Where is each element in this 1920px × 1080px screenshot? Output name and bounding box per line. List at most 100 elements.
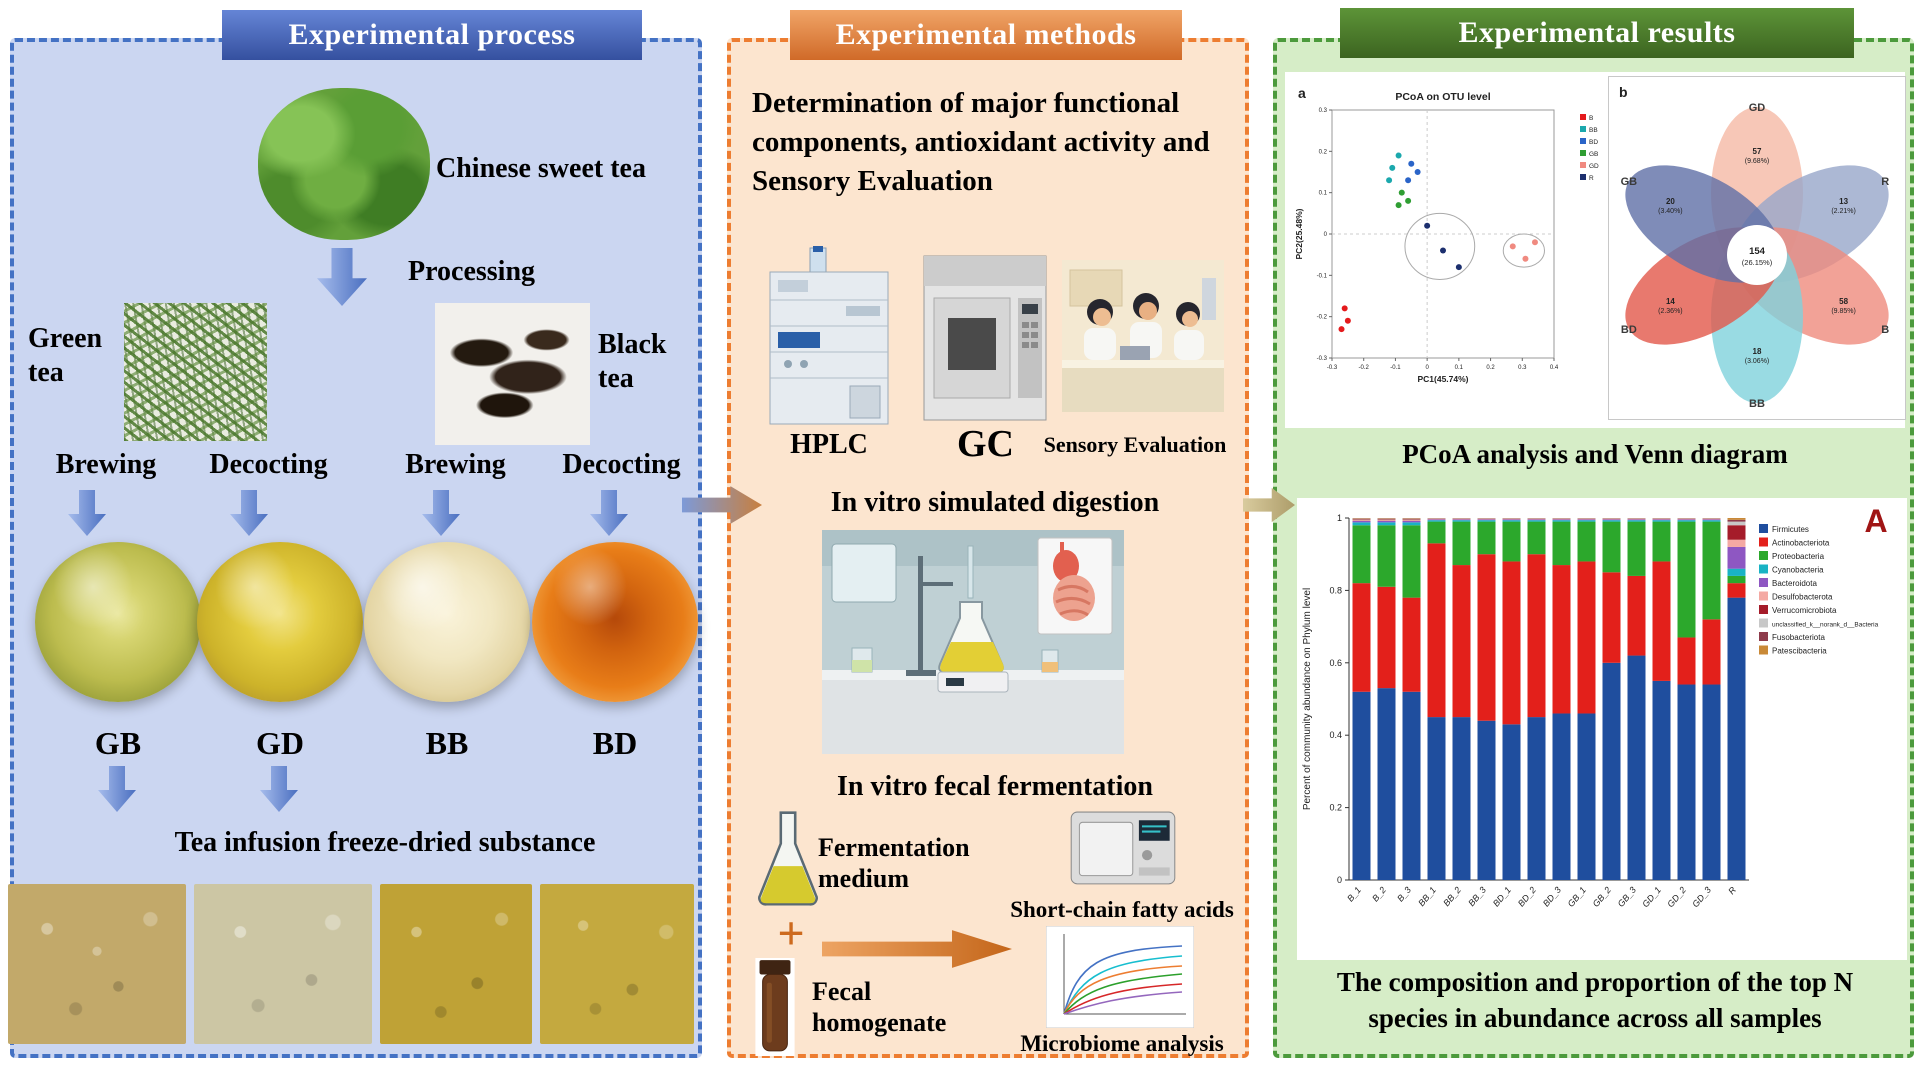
svg-text:Cyanobacteria: Cyanobacteria [1772, 566, 1824, 575]
svg-text:BB_1: BB_1 [1416, 885, 1438, 908]
svg-text:0.2: 0.2 [1319, 149, 1328, 155]
svg-text:GD_2: GD_2 [1665, 885, 1688, 909]
svg-text:BB: BB [1749, 398, 1765, 410]
svg-text:0.1: 0.1 [1455, 365, 1464, 371]
svg-text:BB_3: BB_3 [1466, 885, 1488, 908]
sample-label-gb: GB [94, 725, 142, 761]
step-brewing-green: Brewing [55, 449, 157, 480]
hplc-instrument-illustration [769, 246, 889, 425]
microbiome-analysis-label: Microbiome analysis [1020, 1031, 1224, 1056]
svg-text:Proteobacteria: Proteobacteria [1772, 552, 1825, 561]
venn-flower-diagram: b 57 (9.68%) GD 13 (2.21%) R 58 (9.85%) B 18 (3.06%… [1608, 76, 1906, 420]
freeze-dried-powder-photo-bd [540, 884, 694, 1044]
sample-label-gd: GD [256, 725, 304, 761]
svg-text:BD_2: BD_2 [1516, 885, 1538, 909]
digestion-heading: In vitro simulated digestion [830, 487, 1160, 518]
svg-text:GB_2: GB_2 [1591, 885, 1613, 909]
svg-text:GB_3: GB_3 [1616, 885, 1638, 909]
green-tea-label: Green tea [28, 323, 103, 388]
black-tea-label: Black tea [598, 329, 667, 394]
abundance-chart-box [1297, 498, 1907, 960]
step-decocting-black: Decocting [562, 449, 681, 480]
down-arrow-icon [590, 490, 628, 536]
svg-text:0.4: 0.4 [1550, 365, 1559, 371]
green-tea-photo [124, 303, 267, 441]
pcoa-venn-caption: PCoA analysis and Venn diagram [1402, 439, 1788, 469]
fermentation-medium-label: Fermentation medium [818, 833, 970, 894]
fecal-homogenate-label: Fecal homogenate [812, 977, 947, 1038]
svg-text:R: R [1589, 175, 1594, 182]
svg-text:GB_1: GB_1 [1566, 885, 1588, 909]
svg-text:GB: GB [1589, 151, 1598, 158]
tea-infusion-cup-gb [35, 542, 201, 702]
fermentation-flask-icon [758, 811, 818, 906]
svg-text:58: 58 [1839, 297, 1848, 306]
svg-text:GD_3: GD_3 [1690, 885, 1713, 909]
svg-text:PC2(25.48%): PC2(25.48%) [1294, 208, 1304, 259]
svg-text:18: 18 [1753, 347, 1762, 356]
results-panel-title: Experimental results [1340, 8, 1854, 58]
svg-text:0.8: 0.8 [1329, 585, 1342, 595]
determination-heading: Determination of major functional compon… [752, 87, 1210, 197]
sensory-evaluation-illustration [1062, 260, 1224, 412]
sweet-tea-leaves-photo [258, 88, 430, 240]
svg-text:Verrucomicrobiota: Verrucomicrobiota [1772, 606, 1837, 615]
sweet-tea-label: Chinese sweet tea [436, 153, 646, 184]
svg-text:unclassified_k__norank_d__Bact: unclassified_k__norank_d__Bacteria [1772, 622, 1879, 629]
tea-infusion-cup-bb [364, 542, 530, 702]
svg-text:Fusobacteriota: Fusobacteriota [1772, 633, 1825, 642]
svg-text:R: R [1881, 176, 1889, 188]
svg-text:Firmicutes: Firmicutes [1772, 525, 1809, 534]
hplc-label: HPLC [790, 429, 868, 460]
svg-text:(3.40%): (3.40%) [1658, 208, 1683, 215]
fecal-fermentation-heading: In vitro fecal fermentation [837, 771, 1153, 802]
svg-text:0: 0 [1425, 365, 1429, 371]
freeze-dried-label: Tea infusion freeze-dried substance [174, 827, 596, 858]
svg-text:GD: GD [1589, 163, 1599, 170]
freeze-dried-powder-photo-bb [380, 884, 532, 1044]
svg-text:57: 57 [1753, 147, 1762, 156]
svg-text:(26.15%): (26.15%) [1742, 258, 1773, 267]
down-arrow-icon [317, 248, 367, 306]
svg-text:Actinobacteriota: Actinobacteriota [1772, 539, 1830, 548]
svg-text:13: 13 [1839, 197, 1848, 206]
svg-text:GD: GD [1749, 102, 1766, 114]
svg-text:BD_1: BD_1 [1491, 885, 1513, 909]
methods-to-results-arrow-icon [1243, 487, 1295, 523]
svg-text:0.6: 0.6 [1329, 658, 1342, 668]
svg-text:-0.3: -0.3 [1317, 356, 1328, 362]
svg-text:0.3: 0.3 [1319, 108, 1328, 114]
step-decocting-green: Decocting [209, 449, 328, 480]
process-panel-title: Experimental process [222, 10, 642, 60]
svg-text:BD_3: BD_3 [1541, 885, 1563, 909]
fecal-homogenate-tube-icon [755, 958, 795, 1056]
svg-text:(2.36%): (2.36%) [1658, 308, 1683, 315]
gc-instrument-illustration [923, 255, 1047, 421]
svg-text:B: B [1589, 115, 1593, 122]
svg-text:0.2: 0.2 [1486, 365, 1495, 371]
down-arrow-icon [230, 490, 268, 536]
composition-caption: The composition and proportion of the to… [1336, 967, 1854, 1034]
svg-text:20: 20 [1666, 197, 1675, 206]
svg-text:Patescibacteria: Patescibacteria [1772, 647, 1827, 656]
subfigure-label-A: A [1864, 503, 1888, 539]
black-tea-photo [435, 303, 590, 445]
sample-label-bb: BB [425, 725, 469, 761]
processing-label: Processing [408, 256, 536, 287]
svg-text:0: 0 [1324, 232, 1328, 238]
plus-sign: + [777, 907, 805, 960]
tea-infusion-cup-gd [197, 542, 363, 702]
svg-text:PCoA on OTU level: PCoA on OTU level [1395, 91, 1490, 103]
svg-text:(9.85%): (9.85%) [1831, 308, 1856, 315]
svg-text:PC1(45.74%): PC1(45.74%) [1417, 374, 1468, 384]
svg-text:R: R [1726, 884, 1738, 896]
methods-panel-title: Experimental methods [790, 10, 1182, 60]
down-arrow-icon [68, 490, 106, 536]
svg-text:0.2: 0.2 [1329, 803, 1342, 813]
svg-text:Percent of community abundance: Percent of community abundance on Phylum… [1302, 588, 1313, 810]
freeze-dried-powder-photo-gd [194, 884, 372, 1044]
phylum-abundance-stacked-bar-chart: 0 0.2 0.4 0.6 0.8 1 Percent of community abund… [1302, 513, 1879, 909]
fermentation-flow-arrow-icon [822, 930, 1012, 968]
microbiome-growth-curves-icon [1046, 926, 1194, 1028]
svg-text:GD_1: GD_1 [1640, 885, 1663, 909]
